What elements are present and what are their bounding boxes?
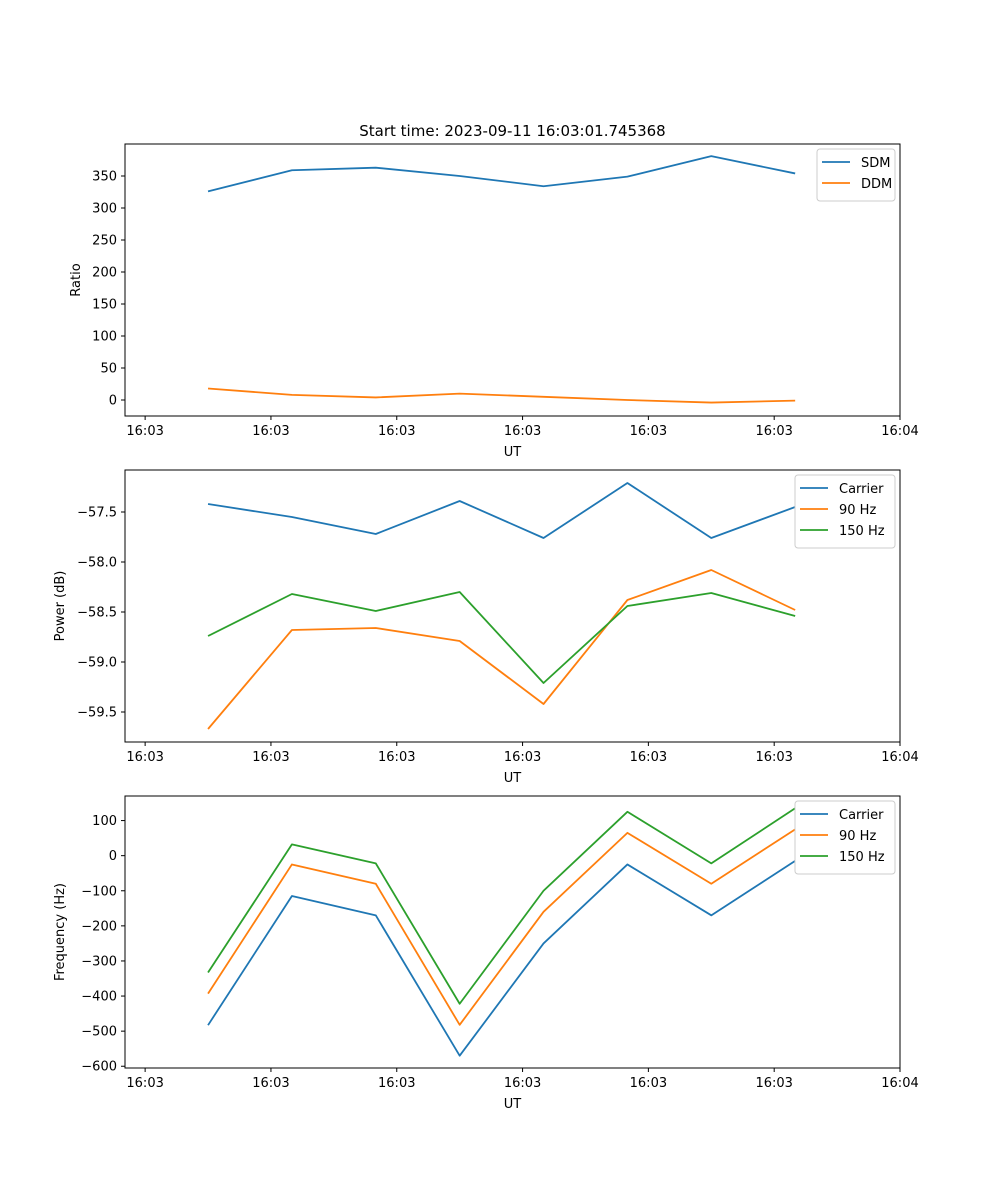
subplot-ratio: 16:03 16:03 16:03 16:03 16:03 16:03 16:04 0 50 10… <box>69 143 919 460</box>
series-line-ddm <box>207 387 796 404</box>
subplot-frequency: 16:03 16:03 16:03 16:03 16:03 16:03 16:04 100 0 −… <box>53 795 919 1112</box>
y-tick-label: 150 <box>92 298 117 313</box>
legend-label-carrier: Carrier <box>839 482 884 497</box>
x-tick-label: 16:03 <box>755 424 792 439</box>
y-tick-label: 200 <box>92 266 117 281</box>
legend-label-150-hz: 150 Hz <box>839 850 885 865</box>
y-tick-label: 100 <box>92 330 117 345</box>
y-axis-label: Frequency (Hz) <box>53 883 68 981</box>
series-line-90-hz <box>207 828 796 1026</box>
axes-frame <box>124 469 901 743</box>
y-tick-label: −600 <box>81 1060 117 1075</box>
x-tick-label: 16:03 <box>504 750 541 765</box>
y-tick-label: −100 <box>81 884 117 899</box>
y-tick-label: −300 <box>81 954 117 969</box>
x-tick-label: 16:03 <box>252 1076 289 1091</box>
legend-label-sdm: SDM <box>861 156 890 171</box>
x-tick-label: 16:03 <box>252 750 289 765</box>
x-tick-label: 16:03 <box>126 424 163 439</box>
x-tick-label: 16:04 <box>881 1076 918 1091</box>
y-tick-label: 0 <box>109 394 117 409</box>
y-tick-label: −500 <box>81 1025 117 1040</box>
legend-label-150-hz: 150 Hz <box>839 524 885 539</box>
x-tick-label: 16:03 <box>378 750 415 765</box>
x-tick-label: 16:04 <box>881 750 918 765</box>
legend-label-carrier: Carrier <box>839 808 884 823</box>
series-line-90-hz <box>207 569 796 730</box>
x-tick-label: 16:03 <box>378 1076 415 1091</box>
chart-title: Start time: 2023-09-11 16:03:01.745368 <box>359 122 665 140</box>
axes-frame <box>124 795 901 1069</box>
y-tick-label: 250 <box>92 234 117 249</box>
y-tick-label: −59.5 <box>77 706 117 721</box>
x-tick-label: 16:03 <box>630 424 667 439</box>
subplot-power: 16:03 16:03 16:03 16:03 16:03 16:03 16:04 −57.5… <box>53 469 919 786</box>
series-line-carrier <box>207 482 796 539</box>
y-tick-label: 50 <box>100 362 117 377</box>
y-tick-label: 350 <box>92 170 117 185</box>
x-axis-label: UT <box>504 1097 522 1112</box>
y-tick-label: −200 <box>81 919 117 934</box>
x-tick-label: 16:03 <box>252 424 289 439</box>
subplots: 16:03 16:03 16:03 16:03 16:03 16:03 16:04 0 50 10… <box>53 143 919 1112</box>
x-tick-label: 16:03 <box>630 1076 667 1091</box>
y-axis-label: Ratio <box>69 263 84 296</box>
x-tick-label: 16:03 <box>630 750 667 765</box>
y-tick-label: −59.0 <box>77 656 117 671</box>
legend-label-90-hz: 90 Hz <box>839 829 876 844</box>
series-line-150-hz <box>207 591 796 684</box>
series-line-150-hz <box>207 807 796 1005</box>
y-tick-label: −58.5 <box>77 606 117 621</box>
x-axis-label: UT <box>504 771 522 786</box>
legend-label-90-hz: 90 Hz <box>839 503 876 518</box>
y-tick-label: 100 <box>92 814 117 829</box>
x-tick-label: 16:03 <box>504 424 541 439</box>
x-tick-label: 16:03 <box>126 750 163 765</box>
x-tick-label: 16:03 <box>504 1076 541 1091</box>
legend: Carrier 90 Hz 150 Hz <box>794 474 896 549</box>
x-tick-label: 16:03 <box>755 1076 792 1091</box>
y-tick-label: −400 <box>81 990 117 1005</box>
x-tick-label: 16:03 <box>378 424 415 439</box>
legend: Carrier 90 Hz 150 Hz <box>794 800 896 875</box>
series-line-carrier <box>207 860 796 1057</box>
x-tick-label: 16:03 <box>755 750 792 765</box>
x-axis-label: UT <box>504 445 522 460</box>
series-line-sdm <box>207 155 796 193</box>
y-axis-label: Power (dB) <box>53 571 68 642</box>
legend-label-ddm: DDM <box>861 177 892 192</box>
y-tick-label: −58.0 <box>77 556 117 571</box>
y-tick-label: 0 <box>109 849 117 864</box>
axes-frame <box>124 143 901 417</box>
y-tick-label: −57.5 <box>77 506 117 521</box>
x-tick-label: 16:03 <box>126 1076 163 1091</box>
x-tick-label: 16:04 <box>881 424 918 439</box>
y-tick-label: 300 <box>92 202 117 217</box>
legend: SDM DDM <box>816 148 896 202</box>
